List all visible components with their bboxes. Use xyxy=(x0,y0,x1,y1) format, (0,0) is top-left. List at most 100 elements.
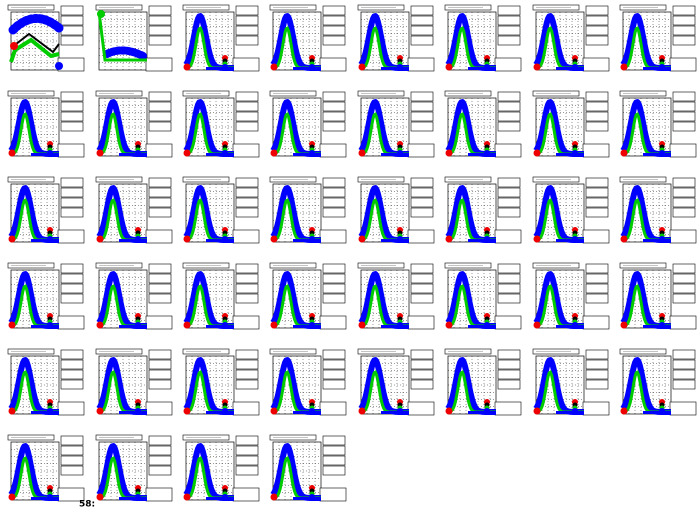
legend-box xyxy=(410,177,434,188)
legend-box xyxy=(585,207,609,218)
stats-box xyxy=(494,315,522,330)
legend-box xyxy=(497,15,521,26)
legend-box xyxy=(322,435,346,446)
legend-box xyxy=(585,5,609,16)
legend-box xyxy=(322,91,346,102)
legend-box xyxy=(148,465,172,476)
legend-box xyxy=(148,207,172,218)
legend-box xyxy=(60,465,84,476)
legend-box xyxy=(497,359,521,370)
legend-box xyxy=(235,455,259,466)
legend-box xyxy=(235,359,259,370)
stats-box xyxy=(232,315,260,330)
stats-box xyxy=(232,487,260,502)
legend-box xyxy=(497,91,521,102)
red-dot xyxy=(620,235,628,243)
stats-box xyxy=(319,57,347,72)
blue-band xyxy=(8,14,64,35)
red-dot xyxy=(183,407,191,415)
legend-box xyxy=(497,293,521,304)
stats-box xyxy=(145,57,173,72)
legend-box xyxy=(672,273,696,284)
stats-box xyxy=(494,57,522,72)
red-dot xyxy=(533,63,541,71)
mini-plot xyxy=(532,348,610,416)
legend-box xyxy=(322,111,346,122)
stats-box xyxy=(145,229,173,244)
legend-box xyxy=(60,121,84,132)
mini-plot xyxy=(357,90,435,158)
red-dot xyxy=(358,235,366,243)
stats-box xyxy=(232,143,260,158)
legend-box xyxy=(148,263,172,274)
legend-box xyxy=(60,369,84,380)
stats-box xyxy=(582,143,610,158)
red-dot xyxy=(96,321,104,329)
red-dot xyxy=(8,407,16,415)
legend-box xyxy=(585,111,609,122)
red-dot xyxy=(96,407,104,415)
mini-plot xyxy=(269,262,347,330)
legend-box xyxy=(60,35,84,46)
legend-box xyxy=(410,35,434,46)
legend-box xyxy=(148,273,172,284)
stats-box xyxy=(494,143,522,158)
stats-box xyxy=(232,401,260,416)
mini-plot xyxy=(269,176,347,244)
mini-plot xyxy=(7,4,85,72)
legend-box xyxy=(585,349,609,360)
mini-plot xyxy=(95,262,173,330)
legend-box xyxy=(235,101,259,112)
legend-box xyxy=(60,197,84,208)
stats-box xyxy=(57,143,85,158)
legend-box xyxy=(410,197,434,208)
legend-box xyxy=(672,25,696,36)
legend-box xyxy=(235,5,259,16)
mini-plot xyxy=(444,348,522,416)
legend-box xyxy=(410,263,434,274)
legend-box xyxy=(497,5,521,16)
legend-box xyxy=(148,121,172,132)
legend-box xyxy=(497,177,521,188)
red-dot xyxy=(445,407,453,415)
legend-box xyxy=(60,349,84,360)
legend-box xyxy=(410,111,434,122)
red-dot xyxy=(8,235,16,243)
mini-plot xyxy=(619,4,697,72)
red-dot xyxy=(620,149,628,157)
legend-box xyxy=(672,293,696,304)
legend-box xyxy=(60,445,84,456)
legend-box xyxy=(322,465,346,476)
legend-box xyxy=(235,465,259,476)
stats-box xyxy=(319,229,347,244)
legend-box xyxy=(322,187,346,198)
legend-box xyxy=(322,359,346,370)
legend-box xyxy=(497,111,521,122)
legend-box xyxy=(235,283,259,294)
mini-plot xyxy=(532,262,610,330)
legend-box xyxy=(235,177,259,188)
legend-box xyxy=(322,35,346,46)
mini-plot xyxy=(532,4,610,72)
legend-box xyxy=(60,435,84,446)
green-dot xyxy=(97,10,105,18)
mini-plot xyxy=(619,90,697,158)
red-dot xyxy=(270,235,278,243)
legend-box xyxy=(235,435,259,446)
red-dot xyxy=(270,149,278,157)
red-dot xyxy=(620,407,628,415)
legend-box xyxy=(585,359,609,370)
mini-plot xyxy=(444,262,522,330)
legend-box xyxy=(235,263,259,274)
legend-box xyxy=(497,121,521,132)
legend-box xyxy=(585,177,609,188)
legend-box xyxy=(60,177,84,188)
legend-box xyxy=(148,177,172,188)
legend-box xyxy=(235,111,259,122)
legend-box xyxy=(60,455,84,466)
legend-box xyxy=(60,187,84,198)
legend-box xyxy=(235,25,259,36)
legend-box xyxy=(148,101,172,112)
legend-box xyxy=(322,177,346,188)
legend-box xyxy=(585,91,609,102)
